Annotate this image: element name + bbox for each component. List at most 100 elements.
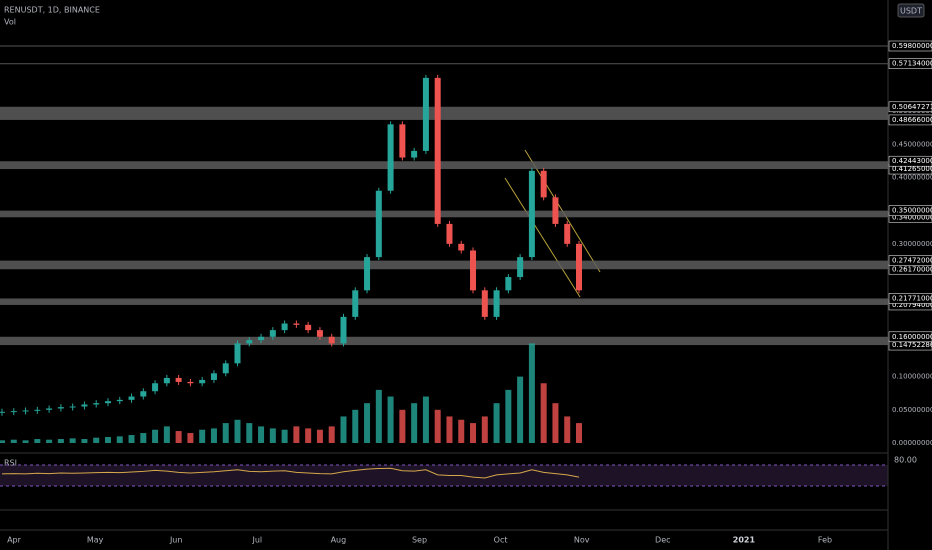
- volume-bar: [458, 419, 465, 443]
- volume-bar: [422, 396, 429, 443]
- month-label: Dec: [655, 536, 670, 545]
- zone: [0, 336, 888, 346]
- volume-bar: [175, 431, 182, 443]
- volume-bar: [305, 428, 312, 443]
- candle: [57, 407, 64, 409]
- volume-bar: [564, 416, 571, 443]
- candle: [328, 336, 335, 344]
- price-label: 0.59800000: [892, 42, 932, 50]
- candle: [69, 406, 76, 408]
- price-label-bg: [888, 58, 932, 69]
- rsi-level: 80.00: [894, 456, 917, 465]
- price-label-bg: [888, 255, 932, 266]
- volume-bar: [234, 419, 241, 443]
- candle: [352, 290, 359, 317]
- price-label-bg: [888, 155, 932, 167]
- candle: [387, 124, 394, 191]
- price-label: 0.50647271: [892, 103, 932, 111]
- candle: [481, 290, 488, 317]
- candle: [281, 323, 288, 331]
- month-label: Feb: [818, 536, 832, 545]
- price-label-bg: [888, 205, 932, 216]
- volume-bar: [22, 440, 29, 443]
- zone: [0, 298, 888, 305]
- candle: [10, 411, 17, 413]
- price-label-bg: [888, 293, 932, 304]
- volume-bar: [246, 423, 253, 443]
- price-label-bg: [889, 404, 932, 415]
- candle: [81, 404, 88, 407]
- price-label: 0.10000000: [892, 373, 932, 381]
- price-label: 0.41265000: [892, 165, 932, 173]
- volume-bar: [258, 426, 265, 443]
- price-label: 0.57134000: [892, 60, 932, 68]
- rsi-line: [1, 467, 580, 479]
- volume-bar: [140, 433, 147, 443]
- volume-bar: [128, 435, 135, 443]
- volume-bar: [46, 439, 53, 443]
- volume-bar: [340, 416, 347, 443]
- candle: [199, 379, 206, 384]
- volume-bar: [540, 383, 547, 443]
- volume-bar: [328, 426, 335, 443]
- candle: [552, 197, 559, 224]
- volume-bar: [375, 389, 382, 443]
- volume-bar: [210, 428, 217, 443]
- price-label: 0.20794000: [892, 301, 932, 309]
- volume-bar: [364, 403, 371, 443]
- candle: [187, 381, 194, 384]
- candle: [316, 330, 323, 337]
- volume-bar: [411, 403, 418, 443]
- candle: [269, 330, 276, 337]
- candle: [140, 391, 147, 397]
- price-label-bg: [889, 438, 932, 448]
- candle: [399, 124, 406, 158]
- channel-line: [504, 177, 581, 298]
- volume-bar: [222, 423, 229, 443]
- price-label-bg: [888, 101, 932, 113]
- price-label: 0.45000000: [892, 140, 932, 148]
- volume-bar: [57, 439, 64, 443]
- price-label-bg: [888, 114, 932, 126]
- price-label: 0.30000000: [892, 240, 932, 248]
- month-label: Nov: [574, 536, 590, 545]
- volume-bar: [34, 439, 41, 443]
- volume-bar: [481, 416, 488, 443]
- candle: [152, 383, 159, 392]
- candle: [293, 323, 300, 325]
- candle: [0, 411, 5, 413]
- volume-bar: [576, 423, 582, 443]
- price-label: 0.40000000: [892, 173, 932, 181]
- volume-bar: [470, 423, 477, 443]
- volume-bar: [517, 376, 524, 443]
- volume-bar: [387, 396, 394, 443]
- month-label: Jun: [169, 536, 183, 545]
- candle: [564, 223, 571, 244]
- candle: [505, 277, 512, 291]
- volume-bar: [446, 416, 453, 443]
- candle: [128, 396, 135, 400]
- month-label: May: [87, 536, 104, 545]
- candle: [470, 250, 477, 291]
- candle: [222, 363, 229, 374]
- volume-bar: [281, 429, 288, 443]
- price-label-bg: [889, 238, 932, 249]
- candle: [422, 77, 429, 151]
- candle: [446, 223, 453, 244]
- volume-bar: [116, 436, 123, 443]
- zone: [0, 106, 888, 120]
- volume-bar: [493, 403, 500, 443]
- volume-bar: [81, 439, 88, 443]
- month-label: Jul: [251, 536, 262, 545]
- currency-button[interactable]: [897, 3, 925, 18]
- candle: [517, 257, 524, 278]
- currency: USDT: [900, 7, 922, 16]
- candle: [163, 377, 170, 384]
- vol-label: Vol: [4, 18, 16, 27]
- volume-bar: [104, 437, 111, 443]
- candle: [22, 410, 29, 412]
- price-label-bg: [889, 172, 932, 183]
- candle: [340, 316, 347, 344]
- candle: [411, 150, 418, 158]
